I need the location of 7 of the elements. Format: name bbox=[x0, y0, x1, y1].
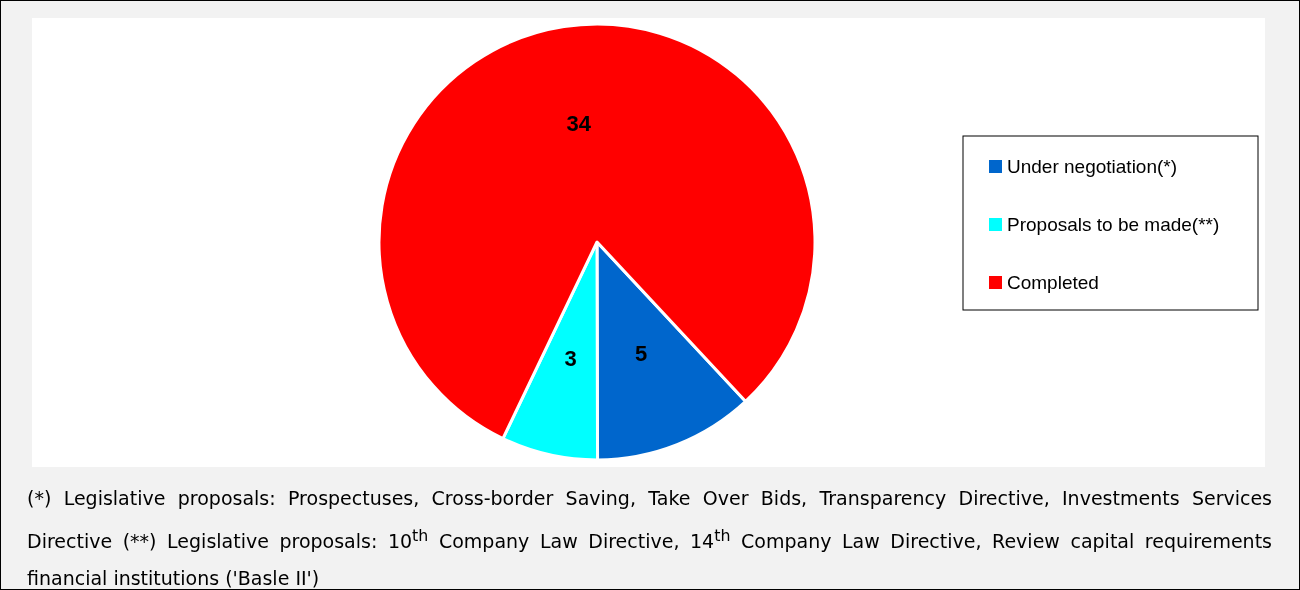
data-label: 34 bbox=[566, 110, 592, 136]
text: (*) Legislative proposals: Prospectuses, Cross-border Saving, Take Over Bids, Transparency Directive, Investments Services Directive (**) Legislative proposals: 10$^{th}$ Company Law Directive, 14$^{th}$ Company Law Directive, Review capital requirements financial institutions ('Basle II') bbox=[27, 487, 1272, 590]
legend-label: Proposals to be made(**) bbox=[1007, 213, 1220, 235]
legend-label: Completed bbox=[1007, 271, 1099, 293]
data-label: 5 bbox=[634, 341, 648, 366]
legend-label: Under negotiation(*) bbox=[1007, 155, 1178, 177]
data-label: 3 bbox=[564, 346, 577, 372]
